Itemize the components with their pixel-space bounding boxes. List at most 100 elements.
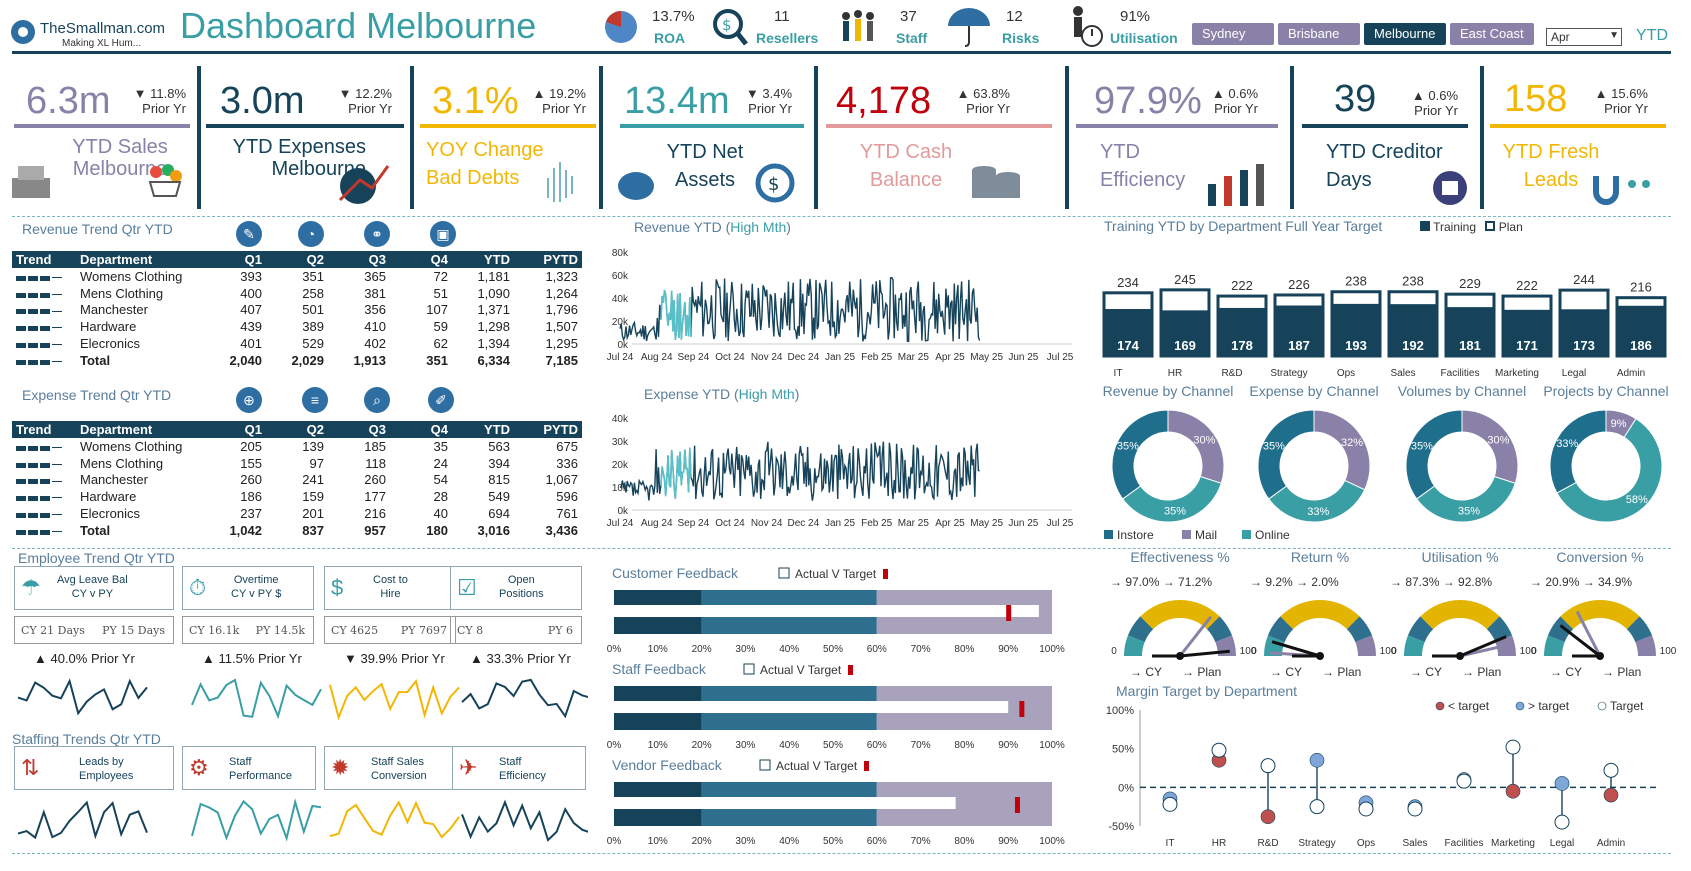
- margin-chart-title: Margin Target by Department: [1116, 683, 1298, 699]
- wand-icon[interactable]: ✎: [236, 221, 262, 247]
- donut-slice: [1111, 409, 1169, 500]
- donut-slice: [1405, 409, 1463, 500]
- kpi-value: 158: [1504, 78, 1568, 120]
- value-cell: 1,181: [477, 268, 510, 284]
- value-cell: 596: [556, 489, 578, 505]
- x-tick-label: Jan 25: [825, 352, 855, 363]
- month-select[interactable]: Apr ▼: [1546, 28, 1622, 46]
- channel-donuts: Revenue by Channel 30% 35% 35% Expense by Ch…: [1103, 384, 1669, 540]
- value-cell: 35: [433, 438, 448, 454]
- category-label: HR: [1168, 368, 1182, 379]
- calendar-icon: [1433, 171, 1467, 205]
- section-divider: [12, 216, 1671, 217]
- efficiency-icon: ✈: [459, 755, 478, 780]
- value-cell: 1,507: [545, 319, 578, 335]
- value-cell: 410: [364, 319, 386, 335]
- staffing-card[interactable]: ⚙ Staff Performance: [182, 746, 316, 790]
- gauge-min-label: 0: [1251, 646, 1257, 657]
- y-tick-label: 30k: [612, 437, 629, 448]
- employee-card[interactable]: ☂ Avg Leave Bal CY v PY: [14, 566, 174, 610]
- staffing-card[interactable]: ✹ Staff Sales Conversion: [324, 746, 458, 790]
- pen-icon[interactable]: ✐: [428, 387, 454, 413]
- city-button-east-coast[interactable]: East Coast: [1450, 23, 1534, 45]
- donut-slice: [1556, 418, 1663, 523]
- gauge-icon[interactable]: ◔: [298, 221, 324, 247]
- city-button-melbourne[interactable]: Melbourne: [1364, 23, 1446, 45]
- prior-year-change: ▲ 11.5% Prior Yr: [202, 651, 302, 666]
- employee-card-label: Cost to Hire: [373, 574, 408, 600]
- kpi-bar: [1076, 124, 1278, 128]
- gauge-segment: [1420, 600, 1500, 630]
- gauge-cy-label: → CY: [1410, 665, 1442, 676]
- training-bar: [1218, 307, 1266, 356]
- x-tick-label: Aug 24: [641, 352, 673, 363]
- gauge-plan-label: → Plan: [1462, 665, 1501, 676]
- pie-icon: [605, 11, 637, 43]
- employee-card[interactable]: ☑ Open Positions: [450, 566, 582, 610]
- legend-checkbox[interactable]: [759, 759, 771, 771]
- value-cell: 24: [433, 455, 448, 471]
- gauge-hub: [1596, 652, 1604, 660]
- training-bar: [1446, 307, 1494, 356]
- value-cell: 761: [556, 506, 578, 522]
- x-tick-label: Jul 24: [607, 352, 634, 363]
- x-tick-label: Jul 25: [1047, 518, 1074, 529]
- svg-text:$: $: [722, 16, 732, 34]
- department-cell: Elecronics: [80, 506, 140, 522]
- donut-slice: [1461, 409, 1519, 484]
- staffing-card[interactable]: ⇅ Leads by Employees: [14, 746, 174, 790]
- pct-tick-label: 40%: [779, 836, 799, 847]
- kpi-value: 13.4m: [624, 80, 730, 122]
- table-row: Womens Clothing 393 351 365 72 1,181 1,323: [12, 268, 582, 285]
- target-icon[interactable]: ⊕: [236, 387, 262, 413]
- gauge-segment: [1486, 616, 1513, 643]
- employee-card[interactable]: ⏱ Overtime CY v PY $: [182, 566, 314, 610]
- screen-icon[interactable]: ▣: [430, 221, 456, 247]
- table-row: Womens Clothing 205 139 185 35 563 675: [12, 438, 582, 455]
- actual-marker: [1603, 787, 1619, 803]
- stair-chart-icon[interactable]: ≡: [302, 387, 328, 413]
- category-label: Sales: [1390, 368, 1415, 379]
- revenue-ytd-title: Revenue YTD (High Mth): [634, 219, 791, 235]
- training-bar: [1275, 305, 1323, 356]
- category-label: Marketing: [1491, 838, 1535, 849]
- legend-target-marker: [848, 665, 853, 675]
- umbrella-icon: [948, 8, 990, 47]
- value-cell: 549: [488, 489, 510, 505]
- value-cell: 365: [364, 268, 386, 284]
- network-icon[interactable]: ⚭: [364, 221, 390, 247]
- city-button-brisbane[interactable]: Brisbane: [1278, 23, 1360, 45]
- category-label: R&D: [1221, 368, 1242, 379]
- legend-checkbox[interactable]: [778, 567, 790, 579]
- legend-checkbox[interactable]: [743, 663, 755, 675]
- gauge-title: Utilisation %: [1421, 549, 1498, 565]
- search-icon[interactable]: ⌕: [364, 387, 390, 413]
- value-cell: 1,042: [229, 522, 262, 538]
- table-row: Hardware 439 389 410 59 1,298 1,507: [12, 318, 582, 335]
- value-cell: 1,067: [545, 472, 578, 488]
- donut-slice-label: 35%: [1263, 441, 1285, 453]
- value-cell: 1,371: [477, 302, 510, 318]
- plan-value-label: 234: [1117, 275, 1139, 290]
- employee-card[interactable]: $ Cost to Hire: [324, 566, 456, 610]
- pct-tick-label: 10%: [648, 644, 668, 655]
- value-cell: 205: [240, 438, 262, 454]
- plan-value-label: 238: [1402, 274, 1424, 289]
- value-cell: 815: [488, 472, 510, 488]
- training-value-label: 186: [1630, 338, 1652, 353]
- kpi-change: ▲ 63.8% Prior Yr: [956, 86, 1010, 116]
- category-label: HR: [1212, 838, 1226, 849]
- py-value: PY 7697: [400, 624, 447, 637]
- kpi-label: YTD Efficiency: [1100, 141, 1186, 191]
- city-button-sydney[interactable]: Sydney: [1192, 23, 1274, 45]
- kpi-bar: [420, 124, 596, 128]
- sparkline: [329, 800, 460, 839]
- department-cell: Womens Clothing: [80, 268, 183, 284]
- category-label: Legal: [1550, 838, 1574, 849]
- staffing-card[interactable]: ✈ Staff Efficiency: [452, 746, 586, 790]
- feedback-title: Vendor Feedback: [612, 757, 723, 773]
- pct-tick-label: 100%: [1039, 836, 1065, 847]
- cost-hire-icon: $: [331, 575, 344, 600]
- value-cell: 1,295: [545, 336, 578, 352]
